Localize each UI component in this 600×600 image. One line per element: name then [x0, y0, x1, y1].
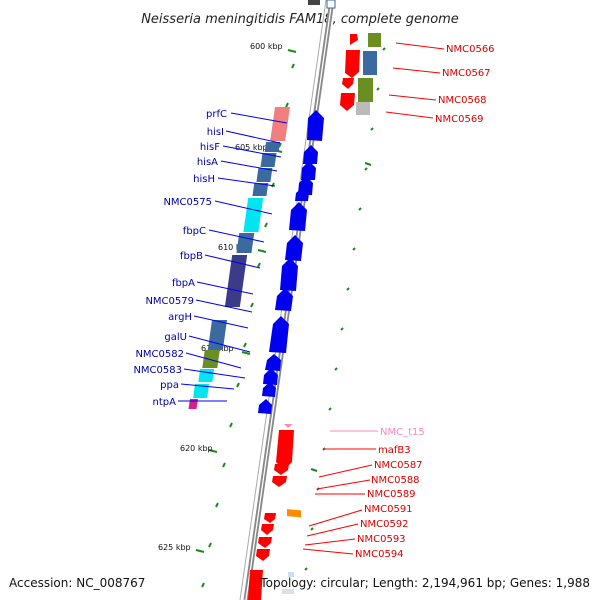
- gene-label-NMC0587: NMC0587: [374, 460, 423, 471]
- box-NMC0568: [358, 78, 373, 102]
- arrow-hisH: [295, 187, 309, 201]
- arrow-NMC0591: [264, 513, 276, 523]
- box-NMC0569: [356, 102, 370, 115]
- arrow-NMC0594: [256, 549, 270, 561]
- gene-label-fbpC: fbpC: [183, 226, 206, 237]
- gene-label-prfC: prfC: [206, 109, 227, 120]
- gene-label-NMC_t15: NMC_t15: [380, 427, 425, 438]
- box-NMC0566: [368, 33, 381, 47]
- arrow-mafB3: [276, 430, 294, 470]
- gene-label-NMC0588: NMC0588: [371, 475, 420, 486]
- gene-label-NMC0582: NMC0582: [135, 349, 184, 360]
- gene-label-ntpA: ntpA: [153, 397, 177, 408]
- gene-label-argH: argH: [168, 312, 192, 323]
- arrow-hisI: [303, 145, 318, 164]
- gene-label-NMC0569: NMC0569: [435, 114, 484, 125]
- box-galU: [202, 350, 220, 368]
- right-gene-labels: NMC0566 NMC0567 NMC0568 NMC0569 NMC_t15 …: [355, 44, 495, 560]
- gene-label-hisF: hisF: [200, 142, 220, 153]
- box-NMC0589: [287, 509, 301, 518]
- gene-label-NMC0568: NMC0568: [438, 95, 487, 106]
- top-partial-features: [308, 0, 336, 9]
- gene-label-NMC0579: NMC0579: [145, 296, 194, 307]
- gene-label-NMC0593: NMC0593: [357, 534, 406, 545]
- gene-label-NMC0591: NMC0591: [364, 504, 413, 515]
- arrow-hisF: [301, 161, 316, 180]
- arrow-prfC: [307, 110, 324, 141]
- map-title: Neisseria meningitidis FAM18, complete g…: [141, 12, 459, 27]
- gene-label-ppa: ppa: [160, 380, 179, 391]
- box-NMC0567: [363, 51, 377, 75]
- box-ppa: [193, 384, 210, 398]
- box-prfC: [270, 107, 290, 141]
- box-NMC0575: [243, 198, 264, 232]
- reverse-strand-bottom: [248, 424, 301, 600]
- left-leader-lines: [178, 112, 288, 402]
- gene-label-galU: galU: [164, 332, 187, 343]
- gene-label-NMC0592: NMC0592: [360, 519, 409, 530]
- arrow-NMC0593: [258, 537, 272, 548]
- gene-label-NMC0566: NMC0566: [446, 44, 495, 55]
- scale-label-605: 605 kbp: [235, 143, 268, 152]
- scale-label-600: 600 kbp: [250, 42, 283, 51]
- genome-stats-text: Topology: circular; Length: 2,194,961 bp…: [259, 576, 590, 590]
- scale-label-620: 620 kbp: [180, 444, 213, 453]
- gene-label-NMC0567: NMC0567: [442, 68, 491, 79]
- box-fbpC: [236, 233, 255, 253]
- arrow-galU: [263, 368, 278, 385]
- gene-label-hisI: hisI: [207, 127, 224, 138]
- arrow-fbpC: [285, 235, 303, 261]
- gene-label-fbpB: fbpB: [180, 251, 203, 262]
- gene-label-hisH: hisH: [193, 174, 215, 185]
- arrow-ntpA: [258, 399, 272, 414]
- forward-strand-arrows: [258, 110, 324, 414]
- box-fbpB: [224, 255, 248, 307]
- accession-text: Accession: NC_008767: [9, 576, 145, 590]
- arrow-NMC0592: [261, 524, 274, 535]
- guide-dashes: [195, 47, 386, 588]
- gene-label-NMC0594: NMC0594: [355, 549, 404, 560]
- arrow-NMC0575: [289, 202, 307, 231]
- arrow-NMC0588: [272, 476, 287, 487]
- arrow-fbpA: [275, 288, 293, 311]
- reverse-strand-top: [340, 33, 381, 115]
- gene-label-NMC0575: NMC0575: [163, 197, 212, 208]
- gene-label-hisA: hisA: [197, 157, 218, 168]
- arrow-argH: [265, 354, 281, 371]
- arrow-ppa: [262, 382, 276, 397]
- scale-label-610: 610 kbp: [218, 243, 251, 252]
- arrow-NMC0568: [340, 93, 355, 111]
- arrow-fbpB: [280, 258, 298, 291]
- forward-strand-domains: [188, 107, 290, 409]
- arrow-NMC_t15: [284, 424, 293, 428]
- left-gene-labels: prfC hisI hisF hisA hisH NMC0575 fbpC fb…: [133, 109, 227, 408]
- box-NMC0583: [198, 369, 215, 382]
- gene-label-NMC0583: NMC0583: [133, 365, 182, 376]
- arrow-NMC0579: [269, 316, 289, 353]
- scale-label-625: 625 kbp: [158, 543, 191, 552]
- gene-label-NMC0589: NMC0589: [367, 489, 416, 500]
- arrow-NMC0567: [345, 50, 360, 78]
- gene-label-fbpA: fbpA: [172, 278, 195, 289]
- gene-label-mafB3: mafB3: [378, 445, 411, 456]
- right-leader-lines: [302, 42, 445, 555]
